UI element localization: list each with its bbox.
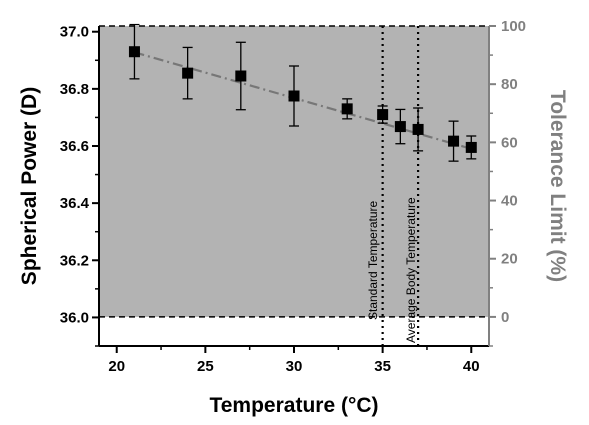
- y2-tick-label: 40: [501, 193, 518, 210]
- y2-tick-label: 100: [501, 18, 526, 35]
- x-axis-title: Temperature (°C): [209, 394, 378, 417]
- data-point: [377, 109, 389, 121]
- y-axis-title: Spherical Power (D): [18, 87, 41, 285]
- y2-tick-label: 80: [501, 76, 518, 93]
- y2-tick-label: 0: [501, 309, 509, 326]
- data-point: [182, 67, 194, 79]
- data-point: [128, 46, 140, 58]
- x-tick-label: 20: [108, 358, 125, 375]
- data-point: [465, 141, 477, 153]
- data-point: [412, 123, 424, 135]
- y-tick-label: 36.4: [60, 195, 90, 212]
- annotation-standard-temperature: Standard Temperature: [366, 200, 380, 320]
- y2-axis-title: Tolerance Limit (%): [546, 90, 569, 282]
- data-point: [394, 121, 406, 133]
- x-tick-label: 25: [197, 358, 214, 375]
- y2-tick-label: 20: [501, 251, 518, 268]
- data-point: [288, 90, 300, 102]
- data-point: [235, 70, 247, 82]
- annotation-average-body-temperature: Average Body Temperature: [404, 197, 418, 343]
- y-tick-label: 36.0: [60, 309, 89, 326]
- axes-layer: 20 25 30 35 40 36.0 36.2 36.4 36.6 36.8 37.0 0 20 40 6…: [60, 18, 526, 375]
- y-tick-label: 36.8: [60, 81, 89, 98]
- x-tick-label: 35: [374, 358, 391, 375]
- trend-line-layer: [134, 51, 472, 150]
- x-tick-label: 30: [286, 358, 303, 375]
- data-points-layer: [128, 46, 477, 153]
- y-tick-label: 36.2: [60, 252, 89, 269]
- data-point: [341, 103, 353, 115]
- error-bars-layer: [129, 23, 477, 162]
- trend-line: [134, 51, 472, 150]
- y2-tick-label: 60: [501, 134, 518, 151]
- y-tick-label: 37.0: [60, 24, 89, 41]
- y-tick-label: 36.6: [60, 138, 89, 155]
- data-point: [448, 135, 460, 147]
- x-tick-label: 40: [463, 358, 480, 375]
